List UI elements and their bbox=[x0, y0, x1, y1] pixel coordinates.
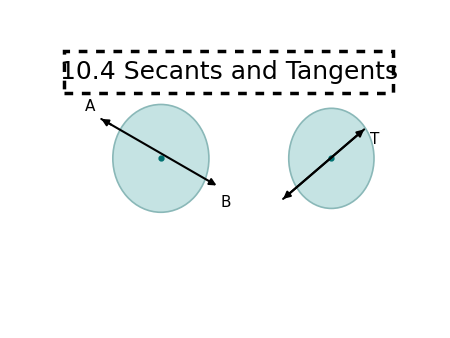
Text: B: B bbox=[220, 195, 231, 210]
FancyBboxPatch shape bbox=[64, 51, 393, 93]
Ellipse shape bbox=[113, 104, 209, 212]
Text: A: A bbox=[85, 99, 95, 114]
Text: 10.4 Secants and Tangents: 10.4 Secants and Tangents bbox=[59, 60, 398, 84]
Ellipse shape bbox=[289, 108, 374, 209]
Text: T: T bbox=[370, 131, 379, 147]
